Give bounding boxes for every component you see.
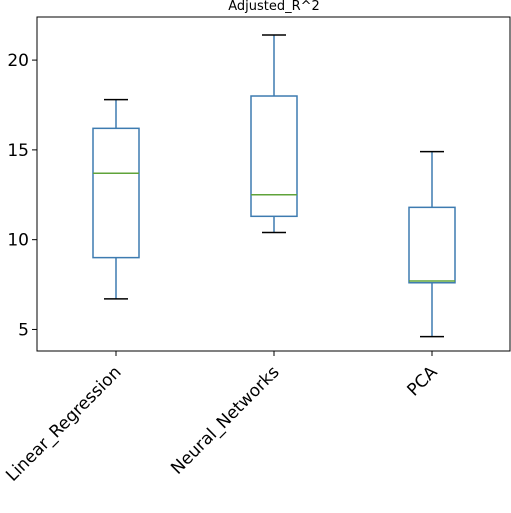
y-tick-label: 5: [18, 320, 29, 340]
x-tick-label: Linear_Regression: [2, 362, 125, 485]
x-tick-label: PCA: [404, 362, 442, 400]
box-Neural_Networks: [250, 95, 298, 218]
box-Linear_Regression: [92, 127, 140, 259]
chart-title: Adjusted_R^2: [228, 0, 320, 14]
box-PCA: [408, 206, 456, 284]
x-tick-label: Neural_Networks: [167, 362, 283, 478]
y-tick-label: 15: [7, 141, 29, 161]
y-tick-label: 20: [7, 51, 29, 71]
y-tick-label: 10: [7, 231, 29, 251]
